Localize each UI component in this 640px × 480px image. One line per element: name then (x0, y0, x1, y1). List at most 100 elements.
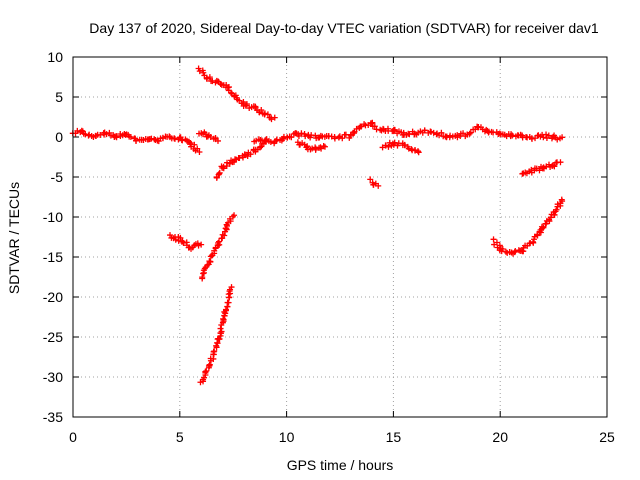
data-point (214, 137, 221, 144)
data-point (547, 214, 554, 221)
series-short-6-to-7h (196, 129, 221, 144)
data-point (391, 126, 398, 133)
data-point (339, 135, 346, 142)
data-point (331, 135, 338, 142)
chart-title: Day 137 of 2020, Sidereal Day-to-day VTE… (89, 20, 599, 36)
data-point (243, 101, 250, 108)
data-point (554, 136, 561, 143)
y-axis-label: SDTVAR / TECUs (6, 182, 22, 294)
data-point (467, 129, 474, 136)
series-dip-4-to-6h (167, 232, 205, 252)
data-point (509, 132, 516, 139)
data-point (113, 134, 120, 141)
data-point (258, 106, 265, 113)
plot-frame (72, 56, 608, 418)
data-point (382, 142, 389, 149)
data-point (540, 134, 547, 141)
data-point (447, 132, 454, 139)
data-point (371, 123, 378, 130)
data-point (390, 128, 397, 135)
data-point (321, 143, 328, 150)
x-tick-label: 10 (279, 429, 295, 445)
data-point (103, 131, 110, 138)
data-point (443, 133, 450, 140)
x-tick-label: 0 (69, 429, 77, 445)
data-point (357, 123, 364, 130)
x-tick-label: 20 (492, 429, 508, 445)
series-tail-21-to-23h (519, 159, 564, 177)
data-point (225, 291, 232, 298)
data-point (543, 131, 550, 138)
data-point (551, 211, 558, 218)
data-point (217, 80, 224, 87)
data-point (408, 146, 415, 153)
data-point (551, 163, 558, 170)
data-point (217, 325, 224, 332)
data-point (415, 149, 422, 156)
data-point (375, 182, 382, 189)
data-point (247, 151, 254, 158)
data-point (177, 234, 184, 241)
data-point (203, 367, 210, 374)
data-point (224, 222, 231, 229)
series-baseline-0-to-7h (69, 127, 203, 155)
data-point (421, 127, 428, 134)
data-point (180, 240, 187, 247)
data-point (454, 132, 461, 139)
data-point (258, 143, 265, 150)
data-point (438, 129, 445, 136)
data-point (543, 220, 550, 227)
data-point (312, 146, 319, 153)
y-tick-label: -20 (43, 289, 63, 305)
x-tick-label: 25 (599, 429, 615, 445)
series-loop-10-to-12h (294, 139, 328, 153)
x-tick-label: 5 (176, 429, 184, 445)
data-point (236, 97, 243, 104)
data-point (264, 111, 271, 118)
y-tick-label: -5 (51, 169, 64, 185)
series-curve-20-to-23h (490, 196, 566, 257)
data-point (196, 148, 203, 155)
data-point (151, 136, 158, 143)
y-tick-label: 0 (55, 129, 63, 145)
data-point (268, 116, 275, 123)
data-point (559, 198, 566, 205)
data-point (132, 137, 139, 144)
data-point (320, 143, 327, 150)
series-steep-6-to-8h (197, 284, 235, 386)
data-point (216, 169, 223, 176)
y-tick-label: -30 (43, 369, 63, 385)
data-point (536, 167, 543, 174)
series-rising-7-to-9h (213, 138, 269, 181)
data-point (199, 275, 206, 282)
data-point (211, 348, 218, 355)
y-tick-label: 10 (47, 49, 63, 65)
y-tick-label: -10 (43, 209, 63, 225)
data-point (496, 130, 503, 137)
data-point (559, 134, 566, 141)
data-point (206, 74, 213, 81)
data-point (271, 114, 278, 121)
series-steep-6-to-7h (199, 212, 238, 282)
data-point (553, 206, 560, 213)
data-point (127, 133, 134, 140)
y-tick-label: -15 (43, 249, 63, 265)
data-point (493, 239, 500, 246)
data-point (414, 148, 421, 155)
data-point (499, 245, 506, 252)
data-point (218, 328, 225, 335)
data-point (534, 232, 541, 239)
data-point (490, 236, 497, 243)
data-point (545, 132, 552, 139)
data-point (298, 130, 305, 137)
data-point (220, 165, 227, 172)
data-points (69, 65, 566, 386)
series-descending-6-to-9h (195, 65, 278, 123)
series-baseline-13-to-23h (347, 119, 566, 143)
series-blip-14h (367, 176, 382, 189)
y-tick-label: 5 (55, 89, 63, 105)
data-point (222, 310, 229, 317)
data-point (231, 212, 238, 219)
